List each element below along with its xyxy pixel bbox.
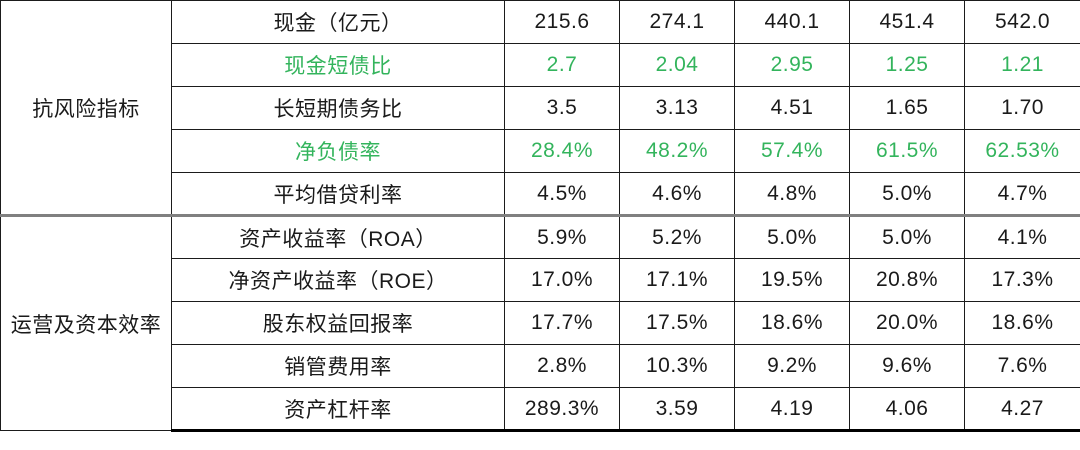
value-cell: 4.06 [849,387,965,432]
table-row: 资产杠杆率 289.3% 3.59 4.19 4.06 4.27 [1,387,1080,432]
value-cell: 2.04 [619,43,735,87]
value-cell: 440.1 [734,0,850,44]
category-cell: 抗风险指标 [0,0,172,216]
value-cell: 451.4 [849,0,965,44]
table-row: 运营及资本效率 资产收益率（ROA） 5.9% 5.2% 5.0% 5.0% 4.1% [0,214,1080,431]
value-cell: 3.13 [619,86,735,130]
value-cell: 17.1% [619,258,735,302]
value-cell: 5.0% [849,172,965,216]
value-cell: 20.0% [849,301,965,345]
value-cell: 9.2% [734,344,850,388]
table-body: 抗风险指标 现金（亿元） 215.6 274.1 440.1 451.4 542.0 现金短债… [0,0,1080,432]
value-cell: 5.0% [849,214,965,259]
value-cell: 3.59 [619,387,735,432]
table-row: 净负债率 28.4% 48.2% 57.4% 61.5% 62.53% [1,129,1080,173]
value-cell: 3.5 [504,86,620,130]
value-cell: 57.4% [734,129,850,173]
metric-label-cell: 净负债率 [171,129,505,173]
value-cell: 9.6% [849,344,965,388]
value-cell: 17.5% [619,301,735,345]
metric-label-cell: 现金（亿元） [171,0,505,44]
value-cell: 1.25 [849,43,965,87]
value-cell: 4.7% [964,172,1080,216]
value-cell: 10.3% [619,344,735,388]
table-row: 抗风险指标 现金（亿元） 215.6 274.1 440.1 451.4 542.0 [0,0,1080,216]
value-cell: 4.1% [964,214,1080,259]
value-cell: 4.5% [504,172,620,216]
value-cell: 5.2% [619,214,735,259]
value-cell: 19.5% [734,258,850,302]
value-cell: 18.6% [964,301,1080,345]
value-cell: 542.0 [964,0,1080,44]
value-cell: 4.8% [734,172,850,216]
metric-label-cell: 股东权益回报率 [171,301,505,345]
value-cell: 18.6% [734,301,850,345]
value-cell: 17.7% [504,301,620,345]
value-cell: 4.27 [964,387,1080,432]
value-cell: 1.70 [964,86,1080,130]
value-cell: 1.65 [849,86,965,130]
metric-label-cell: 资产杠杆率 [171,387,505,432]
value-cell: 274.1 [619,0,735,44]
table-row: 长短期债务比 3.5 3.13 4.51 1.65 1.70 [1,86,1080,130]
value-cell: 62.53% [964,129,1080,173]
metric-label-cell: 平均借贷利率 [171,172,505,216]
value-cell: 48.2% [619,129,735,173]
value-cell: 7.6% [964,344,1080,388]
value-cell: 5.9% [504,214,620,259]
value-cell: 215.6 [504,0,620,44]
table-row: 股东权益回报率 17.7% 17.5% 18.6% 20.0% 18.6% [1,301,1080,345]
metric-label-cell: 现金短债比 [171,43,505,87]
metric-label-cell: 销管费用率 [171,344,505,388]
table-row: 平均借贷利率 4.5% 4.6% 4.8% 5.0% 4.7% [1,172,1080,216]
value-cell: 17.0% [504,258,620,302]
table-row: 现金短债比 2.7 2.04 2.95 1.25 1.21 [1,43,1080,87]
value-cell: 1.21 [964,43,1080,87]
value-cell: 4.51 [734,86,850,130]
value-cell: 4.19 [734,387,850,432]
metric-label-cell: 净资产收益率（ROE） [171,258,505,302]
value-cell: 289.3% [504,387,620,432]
value-cell: 20.8% [849,258,965,302]
metric-label-cell: 长短期债务比 [171,86,505,130]
value-cell: 2.8% [504,344,620,388]
financial-metrics-table: 抗风险指标 现金（亿元） 215.6 274.1 440.1 451.4 542.0 现金短债… [0,0,1080,432]
value-cell: 2.7 [504,43,620,87]
value-cell: 28.4% [504,129,620,173]
table-row: 净资产收益率（ROE） 17.0% 17.1% 19.5% 20.8% 17.3% [1,258,1080,302]
value-cell: 61.5% [849,129,965,173]
value-cell: 4.6% [619,172,735,216]
category-cell: 运营及资本效率 [0,214,172,431]
metric-label-cell: 资产收益率（ROA） [171,214,505,259]
value-cell: 17.3% [964,258,1080,302]
value-cell: 5.0% [734,214,850,259]
value-cell: 2.95 [734,43,850,87]
